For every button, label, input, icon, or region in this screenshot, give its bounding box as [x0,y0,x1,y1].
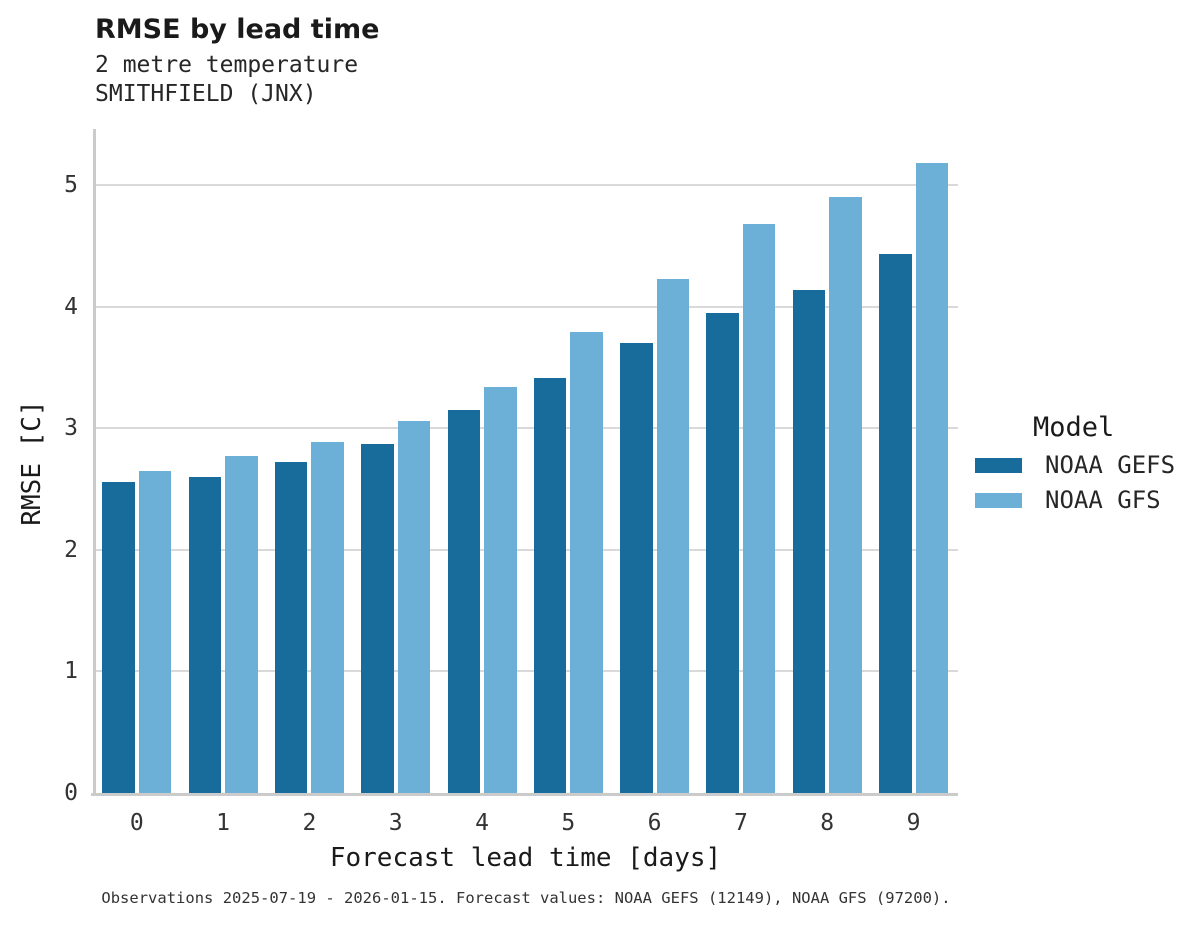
chart-subtitle-station: SMITHFIELD (JNX) [95,81,317,107]
bar-noaa-gfs-lead-7 [742,224,776,793]
bar-noaa-gfs-lead-8 [829,197,862,793]
y-tick-label-3: 3 [64,415,78,442]
bar-noaa-gfs-lead-5 [570,332,603,793]
bar-noaa-gefs-lead-1 [188,477,222,793]
x-tick-label-0: 0 [129,810,144,836]
x-tick-label-8: 8 [820,810,835,836]
y-tick-label-0: 0 [64,780,78,806]
legend-label-noaa-gefs: NOAA GEFS [1045,451,1176,479]
x-tick-label-3: 3 [388,810,403,836]
bar-noaa-gefs-lead-8 [792,290,826,793]
y-tick-label-2: 2 [64,536,78,563]
chart-title: RMSE by lead time [95,14,380,45]
bar-noaa-gfs-lead-0 [138,471,172,793]
caption: Observations 2025-07-19 - 2026-01-15. Fo… [101,889,951,907]
gridline-y-4 [93,305,958,308]
bar-noaa-gfs-lead-6 [656,279,690,793]
gridline-y-5 [93,184,958,186]
bar-noaa-gefs-lead-9 [879,254,912,793]
bar-noaa-gfs-lead-9 [915,163,948,793]
y-tick-label-4: 4 [64,293,78,320]
legend-label-noaa-gfs: NOAA GFS [1045,486,1161,514]
bar-noaa-gfs-lead-3 [397,421,431,793]
legend-item-noaa-gefs: NOAA GEFS [975,451,1190,479]
chart-subtitle-variable: 2 metre temperature [95,52,359,78]
bar-noaa-gefs-lead-3 [361,444,394,793]
y-tick-label-1: 1 [64,658,78,685]
legend-swatch-noaa-gefs [975,457,1022,473]
legend-item-noaa-gfs: NOAA GFS [975,486,1190,514]
x-tick-label-4: 4 [475,810,489,836]
bar-noaa-gfs-lead-2 [311,442,344,793]
bar-noaa-gefs-lead-6 [620,343,653,793]
bar-noaa-gfs-lead-1 [225,456,258,793]
bar-noaa-gefs-lead-2 [274,462,308,793]
y-tick-label-5: 5 [64,172,78,198]
x-tick-label-2: 2 [302,810,317,836]
gridline-y-3 [93,427,958,430]
bar-noaa-gefs-lead-0 [102,482,135,793]
bar-noaa-gefs-lead-5 [533,378,567,793]
x-tick-label-9: 9 [906,810,921,836]
legend-title: Model [1033,412,1115,443]
x-tick-label-7: 7 [733,810,748,836]
gridline-y-1 [93,670,958,673]
x-axis-title: Forecast lead time [days] [329,843,722,873]
x-tick-label-5: 5 [561,810,576,836]
bar-noaa-gfs-lead-4 [484,387,517,793]
y-axis-line [93,129,96,793]
x-tick-label-1: 1 [216,810,231,836]
legend: Model NOAA GEFS NOAA GFS [975,412,1190,527]
bar-noaa-gefs-lead-4 [447,410,480,793]
x-tick-label-6: 6 [647,810,662,836]
x-axis-line [91,793,958,796]
legend-swatch-noaa-gfs [975,492,1022,508]
gridline-y-2 [93,548,958,551]
plot-panel [91,129,958,796]
bar-noaa-gefs-lead-7 [706,313,739,793]
